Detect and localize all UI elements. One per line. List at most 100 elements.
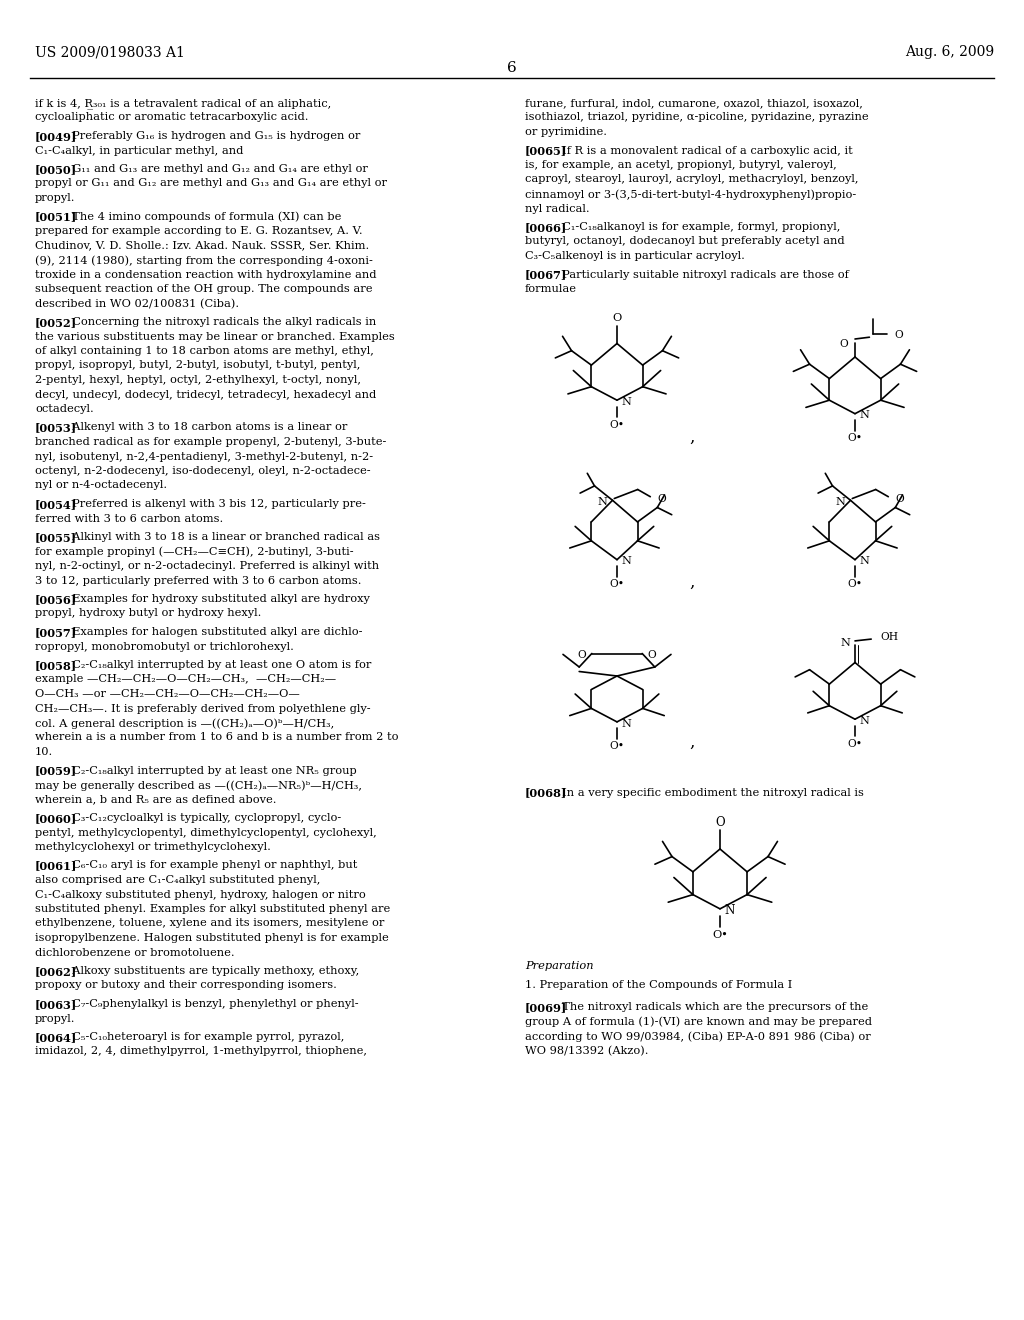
Text: N: N — [622, 557, 632, 566]
Text: C₁-C₄alkoxy substituted phenyl, hydroxy, halogen or nitro: C₁-C₄alkoxy substituted phenyl, hydroxy,… — [35, 890, 366, 899]
Text: [0053]: [0053] — [35, 422, 77, 433]
Text: N: N — [725, 904, 735, 917]
Text: imidazol, 2, 4, dimethylpyrrol, 1-methylpyrrol, thiophene,: imidazol, 2, 4, dimethylpyrrol, 1-methyl… — [35, 1047, 367, 1056]
Text: according to WO 99/03984, (Ciba) EP-A-0 891 986 (Ciba) or: according to WO 99/03984, (Ciba) EP-A-0 … — [525, 1031, 870, 1041]
Text: ,: , — [689, 734, 694, 751]
Text: for example propinyl (—CH₂—C≡CH), 2-butinyl, 3-buti-: for example propinyl (—CH₂—C≡CH), 2-buti… — [35, 546, 353, 557]
Text: Alkenyl with 3 to 18 carbon atoms is a linear or: Alkenyl with 3 to 18 carbon atoms is a l… — [65, 422, 347, 433]
Text: example —CH₂—CH₂—O—CH₂—CH₃,  —CH₂—CH₂—: example —CH₂—CH₂—O—CH₂—CH₃, —CH₂—CH₂— — [35, 675, 336, 685]
Text: dichlorobenzene or bromotoluene.: dichlorobenzene or bromotoluene. — [35, 948, 234, 957]
Text: caproyl, stearoyl, lauroyl, acryloyl, methacryloyl, benzoyl,: caproyl, stearoyl, lauroyl, acryloyl, me… — [525, 174, 858, 185]
Text: or pyrimidine.: or pyrimidine. — [525, 127, 607, 137]
Text: Examples for halogen substituted alkyl are dichlo-: Examples for halogen substituted alkyl a… — [65, 627, 362, 638]
Text: isothiazol, triazol, pyridine, α-picoline, pyridazine, pyrazine: isothiazol, triazol, pyridine, α-picolin… — [525, 112, 868, 123]
Text: octenyl, n-2-dodecenyl, iso-dodecenyl, oleyl, n-2-octadece-: octenyl, n-2-dodecenyl, iso-dodecenyl, o… — [35, 466, 371, 477]
Text: propyl or G₁₁ and G₁₂ are methyl and G₁₃ and G₁₄ are ethyl or: propyl or G₁₁ and G₁₂ are methyl and G₁₃… — [35, 178, 387, 189]
Text: N: N — [859, 411, 869, 421]
Text: furane, furfural, indol, cumarone, oxazol, thiazol, isoxazol,: furane, furfural, indol, cumarone, oxazo… — [525, 98, 863, 108]
Text: [0069]: [0069] — [525, 1002, 567, 1012]
Text: [0067]: [0067] — [525, 269, 567, 281]
Text: If R is a monovalent radical of a carboxylic acid, it: If R is a monovalent radical of a carbox… — [555, 145, 852, 156]
Text: the various substituents may be linear or branched. Examples: the various substituents may be linear o… — [35, 331, 394, 342]
Text: [0054]: [0054] — [35, 499, 77, 510]
Text: O: O — [578, 651, 587, 660]
Text: pentyl, methylcyclopentyl, dimethylcyclopentyl, cyclohexyl,: pentyl, methylcyclopentyl, dimethylcyclo… — [35, 828, 377, 837]
Text: also comprised are C₁-C₄alkyl substituted phenyl,: also comprised are C₁-C₄alkyl substitute… — [35, 875, 321, 884]
Text: subsequent reaction of the OH group. The compounds are: subsequent reaction of the OH group. The… — [35, 284, 373, 294]
Text: O: O — [895, 330, 903, 341]
Text: [0057]: [0057] — [35, 627, 77, 638]
Text: propyl, isopropyl, butyl, 2-butyl, isobutyl, t-butyl, pentyl,: propyl, isopropyl, butyl, 2-butyl, isobu… — [35, 360, 360, 371]
Text: C₃-C₁₂cycloalkyl is typically, cyclopropyl, cyclo-: C₃-C₁₂cycloalkyl is typically, cycloprop… — [65, 813, 341, 822]
Text: wherein a, b and R₅ are as defined above.: wherein a, b and R₅ are as defined above… — [35, 795, 276, 804]
Text: described in WO 02/100831 (Ciba).: described in WO 02/100831 (Ciba). — [35, 298, 240, 309]
Text: Preferred is alkenyl with 3 bis 12, particularly pre-: Preferred is alkenyl with 3 bis 12, part… — [65, 499, 366, 510]
Text: O•: O• — [609, 420, 625, 429]
Text: group A of formula (1)-(VI) are known and may be prepared: group A of formula (1)-(VI) are known an… — [525, 1016, 872, 1027]
Text: [0062]: [0062] — [35, 966, 77, 977]
Text: The 4 imino compounds of formula (XI) can be: The 4 imino compounds of formula (XI) ca… — [65, 211, 341, 222]
Text: ,: , — [689, 574, 694, 591]
Text: of alkyl containing 1 to 18 carbon atoms are methyl, ethyl,: of alkyl containing 1 to 18 carbon atoms… — [35, 346, 374, 356]
Text: branched radical as for example propenyl, 2-butenyl, 3-bute-: branched radical as for example propenyl… — [35, 437, 386, 447]
Text: N: N — [597, 498, 607, 507]
Text: cycloaliphatic or aromatic tetracarboxylic acid.: cycloaliphatic or aromatic tetracarboxyl… — [35, 112, 308, 123]
Text: N: N — [859, 715, 869, 726]
Text: N: N — [622, 397, 632, 407]
Text: nyl radical.: nyl radical. — [525, 203, 590, 214]
Text: may be generally described as —((CH₂)ₐ—NR₅)ᵇ—H/CH₃,: may be generally described as —((CH₂)ₐ—N… — [35, 780, 362, 791]
Text: [0049]: [0049] — [35, 131, 77, 143]
Text: [0055]: [0055] — [35, 532, 77, 543]
Text: WO 98/13392 (Akzo).: WO 98/13392 (Akzo). — [525, 1045, 648, 1056]
Text: [0065]: [0065] — [525, 145, 567, 157]
Text: N: N — [622, 718, 632, 729]
Text: octadecyl.: octadecyl. — [35, 404, 94, 414]
Text: Particularly suitable nitroxyl radicals are those of: Particularly suitable nitroxyl radicals … — [555, 269, 849, 280]
Text: C₆-C₁₀ aryl is for example phenyl or naphthyl, but: C₆-C₁₀ aryl is for example phenyl or nap… — [65, 861, 357, 870]
Text: N: N — [859, 557, 869, 566]
Text: C₁-C₁₈alkanoyl is for example, formyl, propionyl,: C₁-C₁₈alkanoyl is for example, formyl, p… — [555, 222, 840, 232]
Text: butyryl, octanoyl, dodecanoyl but preferably acetyl and: butyryl, octanoyl, dodecanoyl but prefer… — [525, 236, 845, 247]
Text: C₃-C₅alkenoyl is in particular acryloyl.: C₃-C₅alkenoyl is in particular acryloyl. — [525, 251, 744, 261]
Text: Aug. 6, 2009: Aug. 6, 2009 — [905, 45, 994, 59]
Text: 3 to 12, particularly preferred with 3 to 6 carbon atoms.: 3 to 12, particularly preferred with 3 t… — [35, 576, 361, 586]
Text: if k is 4, R̲₃₀₁ is a tetravalent radical of an aliphatic,: if k is 4, R̲₃₀₁ is a tetravalent radica… — [35, 98, 331, 108]
Text: Chudinov, V. D. Sholle.: Izv. Akad. Nauk. SSSR, Ser. Khim.: Chudinov, V. D. Sholle.: Izv. Akad. Nauk… — [35, 240, 370, 251]
Text: isopropylbenzene. Halogen substituted phenyl is for example: isopropylbenzene. Halogen substituted ph… — [35, 933, 389, 942]
Text: O—CH₃ —or —CH₂—CH₂—O—CH₂—CH₂—O—: O—CH₃ —or —CH₂—CH₂—O—CH₂—CH₂—O— — [35, 689, 300, 700]
Text: [0064]: [0064] — [35, 1032, 77, 1043]
Text: [0066]: [0066] — [525, 222, 567, 234]
Text: ferred with 3 to 6 carbon atoms.: ferred with 3 to 6 carbon atoms. — [35, 513, 223, 524]
Text: nyl or n-4-octadecenyl.: nyl or n-4-octadecenyl. — [35, 480, 167, 491]
Text: O: O — [612, 313, 622, 323]
Text: (9), 2114 (1980), starting from the corresponding 4-oxoni-: (9), 2114 (1980), starting from the corr… — [35, 255, 373, 265]
Text: [0068]: [0068] — [525, 788, 567, 799]
Text: O: O — [839, 339, 848, 350]
Text: CH₂—CH₃—. It is preferably derived from polyethlene gly-: CH₂—CH₃—. It is preferably derived from … — [35, 704, 371, 714]
Text: nyl, n-2-octinyl, or n-2-octadecinyl. Preferred is alkinyl with: nyl, n-2-octinyl, or n-2-octadecinyl. Pr… — [35, 561, 379, 572]
Text: decyl, undecyl, dodecyl, tridecyl, tetradecyl, hexadecyl and: decyl, undecyl, dodecyl, tridecyl, tetra… — [35, 389, 376, 400]
Text: In a very specific embodiment the nitroxyl radical is: In a very specific embodiment the nitrox… — [555, 788, 863, 797]
Text: Preparation: Preparation — [525, 961, 594, 972]
Text: propyl.: propyl. — [35, 193, 76, 203]
Text: O: O — [896, 494, 904, 503]
Text: O•: O• — [848, 433, 862, 444]
Text: O: O — [715, 816, 725, 829]
Text: Concerning the nitroxyl radicals the alkyl radicals in: Concerning the nitroxyl radicals the alk… — [65, 317, 376, 327]
Text: 10.: 10. — [35, 747, 53, 756]
Text: col. A general description is —((CH₂)ₐ—O)ᵇ—H/CH₃,: col. A general description is —((CH₂)ₐ—O… — [35, 718, 334, 729]
Text: methylcyclohexyl or trimethylcyclohexyl.: methylcyclohexyl or trimethylcyclohexyl. — [35, 842, 271, 851]
Text: C₁-C₄alkyl, in particular methyl, and: C₁-C₄alkyl, in particular methyl, and — [35, 145, 244, 156]
Text: [0056]: [0056] — [35, 594, 77, 605]
Text: propyl, hydroxy butyl or hydroxy hexyl.: propyl, hydroxy butyl or hydroxy hexyl. — [35, 609, 261, 619]
Text: [0051]: [0051] — [35, 211, 77, 223]
Text: C₂-C₁₈alkyl interrupted by at least one O atom is for: C₂-C₁₈alkyl interrupted by at least one … — [65, 660, 371, 671]
Text: [0063]: [0063] — [35, 999, 77, 1010]
Text: N: N — [836, 498, 845, 507]
Text: C₅-C₁₀heteroaryl is for example pyrrol, pyrazol,: C₅-C₁₀heteroaryl is for example pyrrol, … — [65, 1032, 344, 1041]
Text: O•: O• — [609, 742, 625, 751]
Text: 2-pentyl, hexyl, heptyl, octyl, 2-ethylhexyl, t-octyl, nonyl,: 2-pentyl, hexyl, heptyl, octyl, 2-ethylh… — [35, 375, 361, 385]
Text: ropropyl, monobromobutyl or trichlorohexyl.: ropropyl, monobromobutyl or trichlorohex… — [35, 642, 294, 652]
Text: cinnamoyl or 3-(3,5-di-tert-butyl-4-hydroxyphenyl)propio-: cinnamoyl or 3-(3,5-di-tert-butyl-4-hydr… — [525, 189, 856, 199]
Text: [0058]: [0058] — [35, 660, 77, 671]
